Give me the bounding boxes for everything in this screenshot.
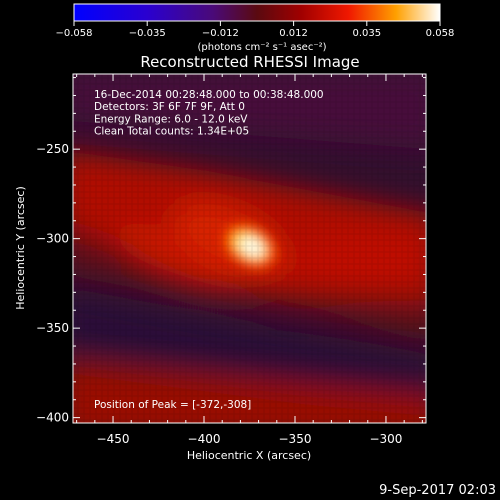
y-tick-label: −400 [36,411,69,425]
colorbar-unit-label: (photons cm⁻² s⁻¹ asec⁻²) [197,42,326,53]
info-line: 16-Dec-2014 00:28:48.000 to 00:38:48.000 [94,89,324,101]
y-tick-label: −350 [36,321,69,335]
footer-date: 9-Sep-2017 02:03 [379,483,496,498]
info-line: Detectors: 3F 6F 7F 9F, Att 0 [94,101,245,113]
info-line: Clean Total counts: 1.34E+05 [94,126,249,138]
info-line: Energy Range: 6.0 - 12.0 keV [94,113,248,125]
y-tick-label: −250 [36,142,69,156]
colorbar-tick-label: −0.035 [129,28,166,39]
colorbar-gradient [73,3,441,22]
x-tick-label: −300 [369,432,402,446]
plot-title: Reconstructed RHESSI Image [140,53,359,71]
colorbar-tick-label: 0.012 [279,28,308,39]
x-axis-label: Heliocentric X (arcsec) [187,449,311,462]
y-axis-label: Heliocentric Y (arcsec) [14,186,27,310]
heatmap-image [73,74,426,423]
x-tick-label: −350 [279,432,312,446]
x-tick-label: −450 [97,432,130,446]
colorbar-tick-label: 0.058 [426,28,455,39]
peak-position-label: Position of Peak = [-372,-308] [94,399,251,411]
y-tick-label: −300 [36,232,69,246]
colorbar-tick-label: 0.035 [352,28,381,39]
plot-frame [72,73,427,424]
x-tick-label: −400 [188,432,221,446]
colorbar-tick-label: −0.058 [55,28,92,39]
colorbar-tick-label: −0.012 [202,28,239,39]
